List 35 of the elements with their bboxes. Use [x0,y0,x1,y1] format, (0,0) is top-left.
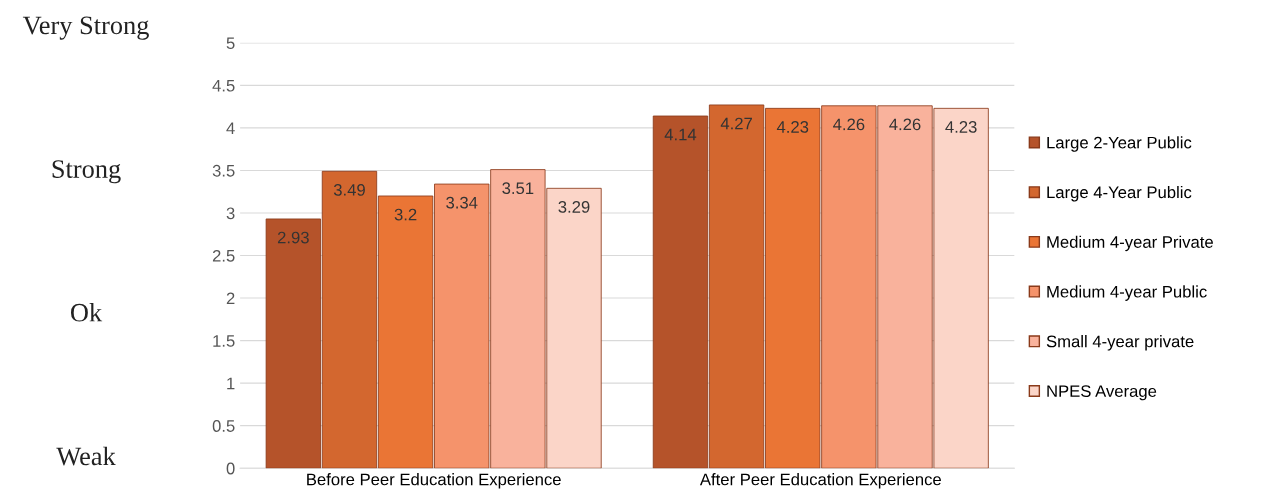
data-label: 3.34 [446,196,478,209]
data-label: 4.27 [720,117,752,130]
data-label: 4.26 [889,118,921,131]
data-label: 3.29 [558,201,590,213]
legend-label: Large 4-Year Public [1047,185,1192,202]
data-label: 3.51 [502,182,534,195]
y-tick-label: 3 [226,207,235,220]
y-tick-label: 0 [226,462,235,475]
legend-label: Large 2-Year Public [1047,136,1192,152]
y-tick-label: 4 [226,122,235,134]
legend-label: Small 4-year private [1046,335,1194,351]
y-tick-label: 1 [227,377,235,390]
legend-label: Medium 4-year Private [1047,235,1213,252]
data-label: 3.49 [333,183,365,196]
legend-label: Medium 4-year Public [1047,285,1207,301]
y-tick-label: 5 [226,37,235,50]
text: Strong [52,160,121,184]
text: Ok [70,303,103,322]
data-label: 2.93 [277,231,309,244]
data-label: 4.23 [945,121,977,133]
data-label: 4.23 [776,121,809,133]
text: Weak [56,446,116,466]
x-tick-label: Before Peer Education Experience [307,473,561,489]
y-tick-label: 1.5 [213,335,235,347]
data-label: 4.14 [664,128,697,141]
data-label: 3.2 [394,208,417,221]
y-tick-label: 2 [226,292,235,305]
y-tick-label: 2.5 [212,249,235,262]
y-tick-label: 0.5 [212,420,235,432]
legend-label: NPES Average [1047,385,1157,401]
y-tick-label: 3.5 [212,164,235,177]
x-tick-label: After Peer Education Experience [699,473,941,489]
y-tick-label: 4.5 [212,79,235,92]
data-label: 4.26 [833,118,865,131]
text: Very Strong [22,16,149,40]
